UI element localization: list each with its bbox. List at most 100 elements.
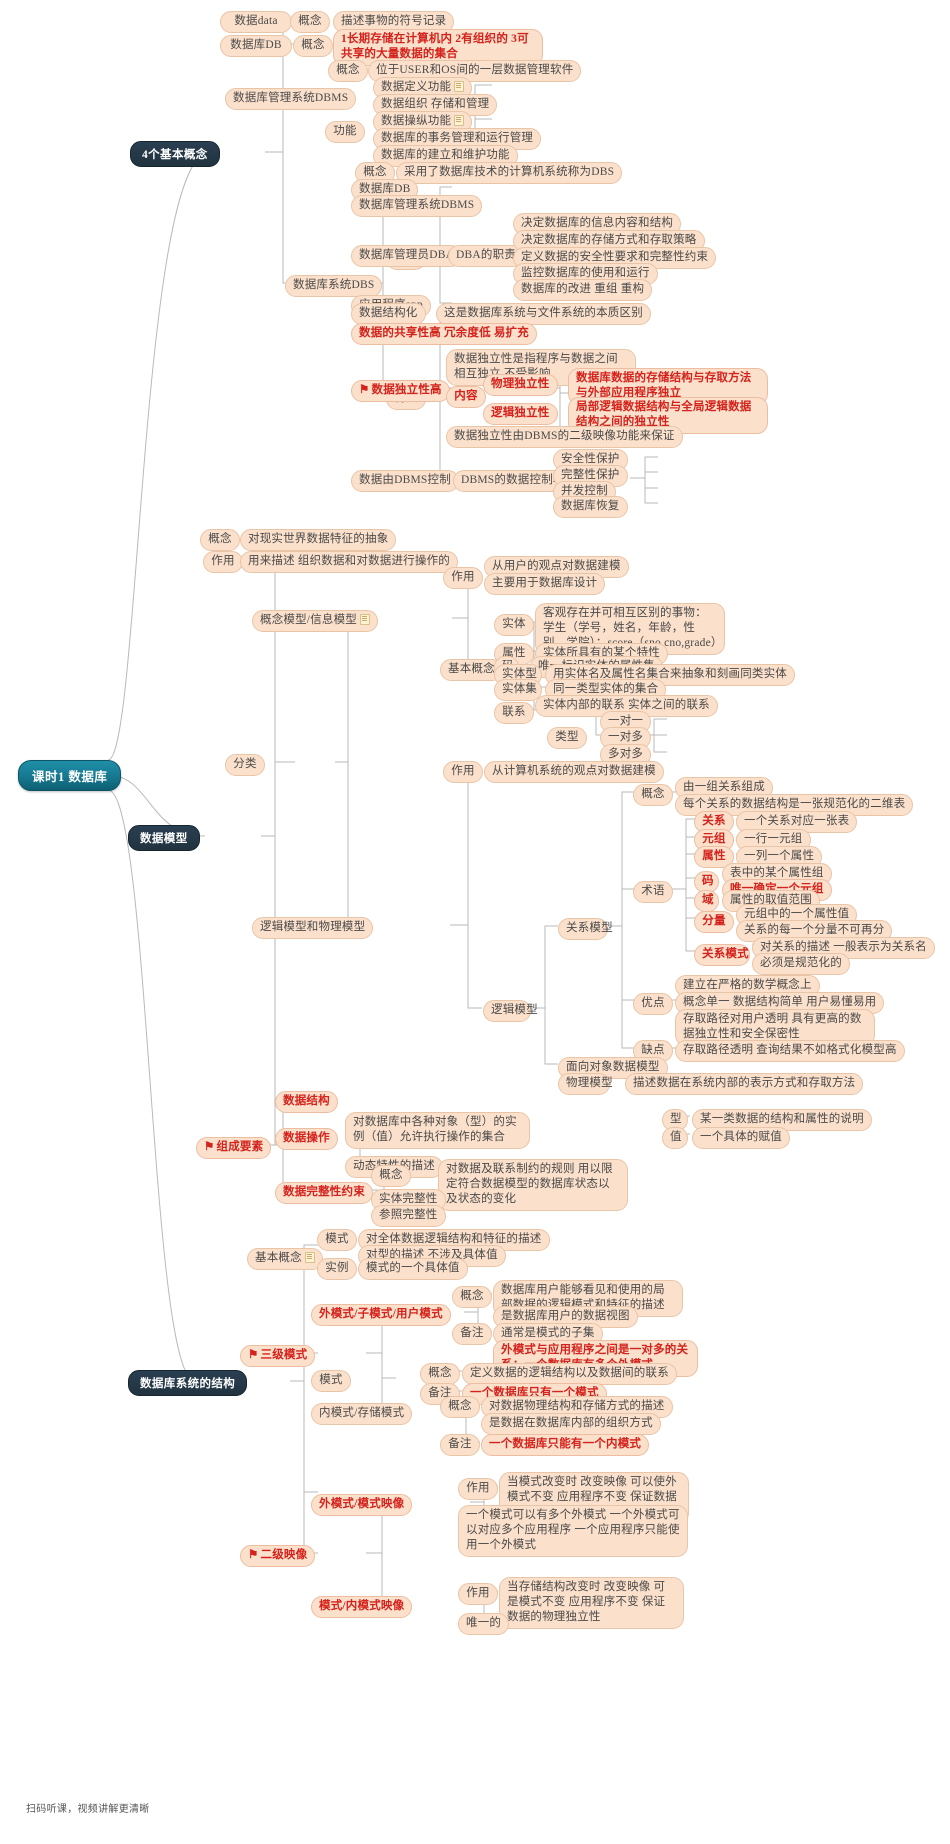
node-dbms-func-3[interactable]: 数据操纵功能 (373, 111, 473, 133)
node-term-tuple-desc[interactable]: 一行一元组 (736, 829, 811, 851)
node-dbs-concept-desc[interactable]: 采用了数据库技术的计算机系统称为DBS (396, 162, 623, 184)
node-feature-independence[interactable]: ⚑ 数据独立性高 (351, 380, 450, 402)
node-mns-role-label[interactable]: 作用 (458, 1583, 498, 1605)
node-term-domain[interactable]: 域 (694, 890, 719, 912)
node-dm-elements-label[interactable]: ⚑ 组成要素 (196, 1137, 272, 1159)
node-physical-independence[interactable]: 物理独立性 (483, 374, 558, 396)
node-mode-concept-label[interactable]: 概念 (420, 1363, 460, 1385)
node-control-4[interactable]: 数据库恢复 (553, 496, 628, 518)
node-dbs-comp-2[interactable]: 数据库管理系统DBMS (351, 195, 483, 217)
node-int-note-1[interactable]: 一个数据库只能有一个内模式 (481, 1434, 650, 1456)
node-three-schema-label[interactable]: ⚑ 三级模式 (240, 1345, 316, 1367)
node-cm-role-2[interactable]: 主要用于数据库设计 (484, 573, 606, 595)
node-int-concept-label[interactable]: 概念 (440, 1396, 480, 1418)
node-internal-schema[interactable]: 内模式/存储模式 (311, 1403, 413, 1425)
node-schema-desc-1[interactable]: 对全体数据逻辑结构和特征的描述 (358, 1229, 550, 1251)
branch-node-db-structure[interactable]: 数据库系统的结构 (128, 1370, 248, 1396)
node-physical-model-label[interactable]: 物理模型 (558, 1073, 613, 1095)
node-two-mapping-label[interactable]: ⚑ 二级映像 (240, 1545, 316, 1567)
node-rm-adv-1[interactable]: 建立在严格的数学概念上 (675, 975, 820, 997)
node-mode-label[interactable]: 模式 (311, 1370, 351, 1392)
node-term-relation[interactable]: 关系 (694, 811, 734, 833)
node-term-attribute[interactable]: 属性 (694, 846, 734, 868)
node-dba-duty-label[interactable]: DBA的职责 (448, 245, 524, 267)
node-dbs[interactable]: 数据库系统DBS (285, 275, 383, 297)
node-independence-content-label[interactable]: 内容 (446, 386, 486, 408)
node-term-schema-desc-2[interactable]: 必须是规范化的 (752, 953, 850, 975)
node-dba-duty-2[interactable]: 决定数据库的存储方式和存取策略 (513, 230, 705, 252)
node-dba-duty-5[interactable]: 数据库的改进 重组 重构 (513, 279, 653, 301)
node-logical-physical-model[interactable]: 逻辑模型和物理模型 (252, 917, 374, 939)
node-ext-schema-mapping[interactable]: 外模式/模式映像 (311, 1494, 413, 1516)
node-feature-structured[interactable]: 数据结构化 (351, 303, 426, 325)
node-term-attribute-desc[interactable]: 一列一个属性 (736, 846, 823, 868)
node-wms-role-2[interactable]: 一个模式可以有多个外模式 一个外模式可以对应多个应用程序 一个应用程序只能使用一… (458, 1505, 688, 1557)
node-dbs-concept-label[interactable]: 概念 (355, 162, 395, 184)
node-dbms-func-1[interactable]: 数据定义功能 (373, 77, 473, 99)
node-ext-concept-label[interactable]: 概念 (452, 1286, 492, 1308)
node-term-schema[interactable]: 关系模式 (694, 944, 750, 966)
node-external-schema[interactable]: 外模式/子模式/用户模式 (311, 1304, 451, 1326)
branch-node-basic-concepts[interactable]: 4个基本概念 (130, 141, 220, 167)
node-cm-entity-set-label[interactable]: 实体集 (494, 679, 542, 701)
branch-node-data-model[interactable]: 数据模型 (128, 825, 200, 851)
node-element-integrity[interactable]: 数据完整性约束 (275, 1182, 373, 1204)
node-mode-concept-desc[interactable]: 定义数据的逻辑结构以及数据间的联系 (462, 1363, 677, 1385)
node-instance-desc[interactable]: 模式的一个具体值 (358, 1258, 468, 1280)
node-dm-category-label[interactable]: 分类 (225, 754, 265, 776)
node-integrity-concept-label[interactable]: 概念 (371, 1165, 411, 1187)
node-int-concept-desc[interactable]: 对数据物理结构和存储方式的描述 (481, 1396, 673, 1418)
node-rm-terms-label[interactable]: 术语 (633, 881, 673, 903)
node-cm-basic-label[interactable]: 基本概念 (440, 659, 503, 681)
node-relation-type-3[interactable]: 多对多 (600, 744, 652, 766)
node-dm-role-label[interactable]: 作用 (203, 551, 243, 573)
node-relation-type-2[interactable]: 一对多 (600, 727, 652, 749)
node-physical-model-desc[interactable]: 描述数据在系统内部的表示方式和存取方法 (625, 1073, 864, 1095)
node-rm-adv-2[interactable]: 概念单一 数据结构简单 用户易懂易用 (675, 992, 885, 1014)
node-mns-role-1[interactable]: 当存储结构改变时 改变映像 可是模式不变 应用程序不变 保证数据的物理独立性 (499, 1577, 684, 1629)
node-data-operation-desc-1[interactable]: 对数据库中各种对象（型）的实例（值）允许执行操作的集合 (345, 1112, 530, 1149)
node-cm-role-label[interactable]: 作用 (443, 567, 483, 589)
node-rm-concept-label[interactable]: 概念 (633, 784, 673, 806)
node-type-desc[interactable]: 某一类数据的结构和属性的说明 (692, 1109, 872, 1131)
node-logical-independence[interactable]: 逻辑独立性 (483, 403, 558, 425)
node-cm-relation-type-label[interactable]: 类型 (547, 727, 587, 749)
node-data-concept-label[interactable]: 概念 (290, 11, 330, 33)
node-rm-disadvantages-label[interactable]: 缺点 (633, 1040, 673, 1062)
node-ext-note-1[interactable]: 是数据库用户的数据视图 (493, 1306, 638, 1328)
node-mns-unique[interactable]: 唯一的 (458, 1613, 510, 1635)
node-dbms-func-5[interactable]: 数据库的建立和维护功能 (373, 145, 518, 167)
node-dbms-control-func[interactable]: DBMS的数据控制功能 (453, 470, 585, 492)
node-data-concept-desc[interactable]: 描述事物的符号记录 (333, 11, 455, 33)
node-data[interactable]: 数据data (220, 11, 292, 33)
node-dbs-comp-3[interactable]: 数据库管理员DBA (351, 245, 463, 267)
node-instance-label[interactable]: 实例 (317, 1258, 357, 1280)
node-rm-advantages-label[interactable]: 优点 (633, 993, 673, 1015)
node-term-component[interactable]: 分量 (694, 911, 734, 933)
node-struct-basic-label[interactable]: 基本概念 (247, 1248, 323, 1270)
node-dm-role-desc[interactable]: 用来描述 组织数据和对数据进行操作的 (240, 551, 458, 573)
node-rm-disadv-1[interactable]: 存取路径透明 查询结果不如格式化模型高 (675, 1040, 905, 1062)
node-dba-duty-1[interactable]: 决定数据库的信息内容和结构 (513, 213, 682, 235)
node-schema-label[interactable]: 模式 (317, 1229, 357, 1251)
node-logical-model-label[interactable]: 逻辑模型 (483, 1000, 538, 1022)
node-conceptual-model[interactable]: 概念模型/信息模型 (252, 610, 378, 632)
node-lm-role-desc[interactable]: 从计算机系统的观点对数据建模 (484, 761, 664, 783)
node-feature-dbms-control[interactable]: 数据由DBMS控制 (351, 470, 459, 492)
node-independence-guarantee[interactable]: 数据独立性由DBMS的二级映像功能来保证 (446, 426, 683, 448)
node-cm-relation-label[interactable]: 联系 (494, 702, 534, 724)
node-schema-internal-mapping[interactable]: 模式/内模式映像 (311, 1596, 413, 1618)
root-node[interactable]: 课时1 数据库 (18, 760, 122, 791)
node-dm-concept-desc[interactable]: 对现实世界数据特征的抽象 (240, 529, 397, 551)
node-dm-concept-label[interactable]: 概念 (200, 529, 240, 551)
node-lm-role-label[interactable]: 作用 (443, 761, 483, 783)
node-feature-structured-desc[interactable]: 这是数据库系统与文件系统的本质区别 (436, 303, 651, 325)
node-dbms-function-label[interactable]: 功能 (325, 121, 365, 143)
node-wms-role-label[interactable]: 作用 (458, 1478, 498, 1500)
node-dbms[interactable]: 数据库管理系统DBMS (225, 88, 357, 110)
node-feature-sharing[interactable]: 数据的共享性高 冗余度低 易扩充 (351, 323, 537, 345)
node-cm-entity-label[interactable]: 实体 (494, 614, 534, 636)
node-dbms-concept-desc[interactable]: 位于USER和OS间的一层数据管理软件 (368, 60, 582, 82)
node-element-data-operation[interactable]: 数据操作 (275, 1128, 338, 1150)
node-element-data-structure[interactable]: 数据结构 (275, 1091, 338, 1113)
